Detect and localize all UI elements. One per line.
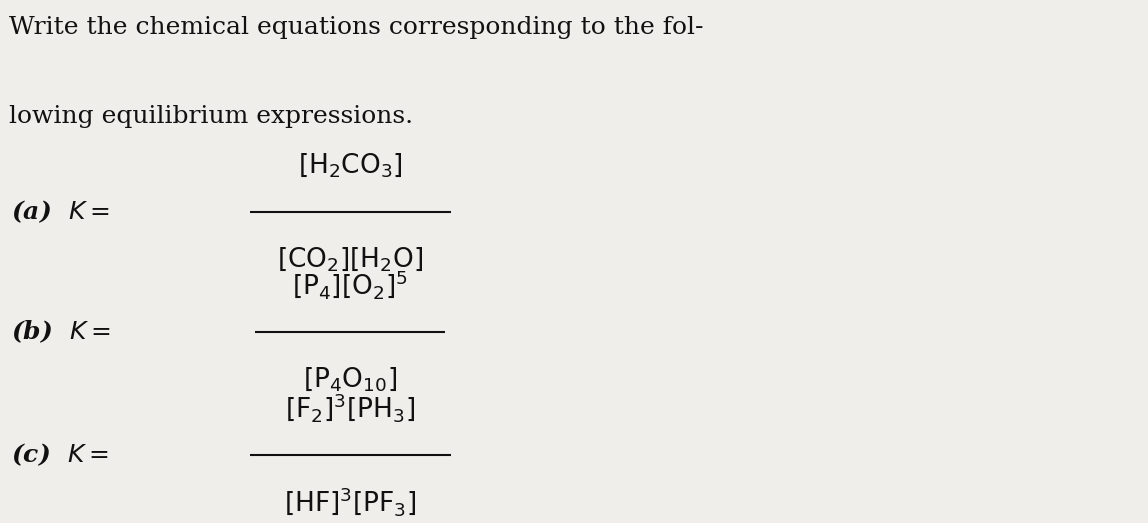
Text: (c)  $K =$: (c) $K =$ bbox=[11, 442, 109, 468]
Text: (b)  $K =$: (b) $K =$ bbox=[11, 319, 111, 345]
Text: $[\mathrm{H_2CO_3}]$: $[\mathrm{H_2CO_3}]$ bbox=[297, 151, 403, 179]
Text: lowing equilibrium expressions.: lowing equilibrium expressions. bbox=[9, 105, 413, 128]
Text: $[\mathrm{CO_2}][\mathrm{H_2O}]$: $[\mathrm{CO_2}][\mathrm{H_2O}]$ bbox=[277, 245, 424, 273]
Text: $[\mathrm{HF}]^3[\mathrm{PF_3}]$: $[\mathrm{HF}]^3[\mathrm{PF_3}]$ bbox=[284, 486, 417, 518]
Text: (a)  $K =$: (a) $K =$ bbox=[11, 199, 110, 225]
Text: $[\mathrm{F_2}]^3[\mathrm{PH_3}]$: $[\mathrm{F_2}]^3[\mathrm{PH_3}]$ bbox=[285, 392, 416, 424]
Text: $[\mathrm{P_4O_{10}}]$: $[\mathrm{P_4O_{10}}]$ bbox=[303, 365, 397, 393]
Text: $[\mathrm{P_4}][\mathrm{O_2}]^5$: $[\mathrm{P_4}][\mathrm{O_2}]^5$ bbox=[293, 269, 408, 301]
Text: Write the chemical equations corresponding to the fol-: Write the chemical equations correspondi… bbox=[9, 16, 704, 39]
